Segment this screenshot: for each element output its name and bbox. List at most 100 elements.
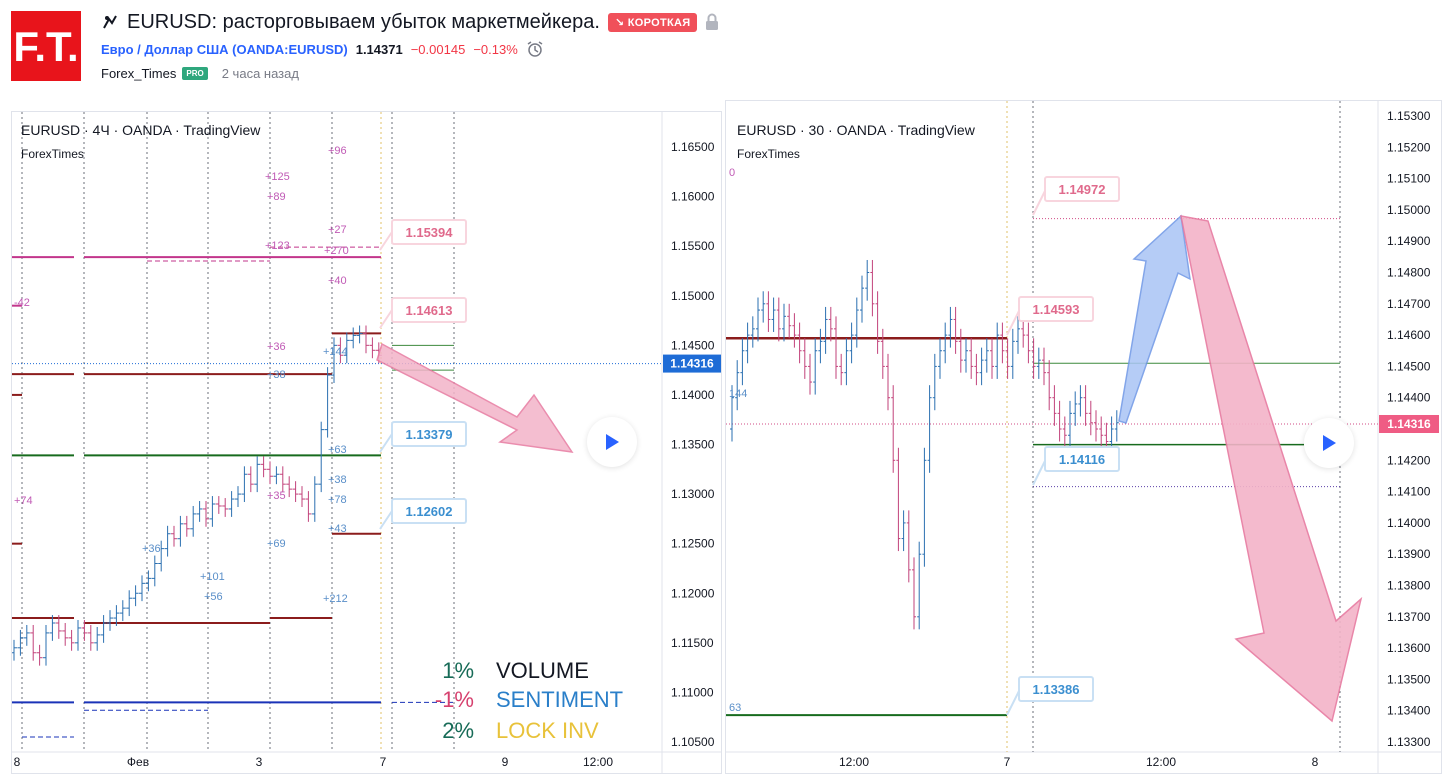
left-x-tick: 8 <box>14 755 21 769</box>
right-y-tick: 1.14000 <box>1387 516 1431 530</box>
legend-lock-inv-label: LOCK INV <box>496 718 599 743</box>
right-y-tick: 1.13400 <box>1387 704 1431 718</box>
level-label: +101 <box>200 571 225 583</box>
level-label: +36 <box>267 341 286 353</box>
legend-volume-label: VOLUME <box>496 658 589 683</box>
left-y-tick: 1.14000 <box>671 388 715 402</box>
price-callout-text: 1.13386 <box>1033 682 1080 697</box>
level-label: +125 <box>265 171 290 183</box>
level-label: +270 <box>324 245 349 257</box>
level-label: +123 <box>265 240 290 252</box>
idea-type-icon <box>101 13 119 31</box>
published-time: 2 часа назад <box>221 65 299 81</box>
left-y-tick: 1.14500 <box>671 338 715 352</box>
price-change-percent: −0.13% <box>473 41 518 57</box>
price-callout <box>1006 676 1094 716</box>
level-label: +63 <box>328 444 347 456</box>
right-y-tick: 1.13300 <box>1387 735 1431 749</box>
forecast-arrow-down <box>1180 215 1363 723</box>
right-y-tick: 1.14100 <box>1387 485 1431 499</box>
right-y-tick: 1.13700 <box>1387 610 1431 624</box>
left-chart-canvas[interactable]: 1.16500 1.16000 1.15500 1.15000 1.14500 1.140… <box>12 112 722 774</box>
alarm-clock-icon[interactable] <box>526 40 544 58</box>
right-y-tick: 1.15200 <box>1387 140 1431 154</box>
left-y-tick: 1.12000 <box>671 586 715 600</box>
price-callout-text: 1.12602 <box>406 504 453 519</box>
right-chart-canvas[interactable]: 1.15300 1.15200 1.15100 1.15000 1.14900 1.148… <box>726 101 1442 774</box>
right-y-tick: 1.15300 <box>1387 109 1431 123</box>
legend-sentiment: -1% SENTIMENT <box>412 687 623 713</box>
left-x-tick: 12:00 <box>583 755 613 769</box>
right-x-tick: 12:00 <box>839 755 869 769</box>
level-label: +38 <box>267 369 286 381</box>
left-y-tick: 1.15500 <box>671 239 715 253</box>
right-y-tick: 1.13900 <box>1387 547 1431 561</box>
right-y-tick: 1.13800 <box>1387 579 1431 593</box>
level-label: +56 <box>204 591 223 603</box>
price-callout-text: 1.14972 <box>1059 182 1106 197</box>
level-label: 0 <box>729 167 735 179</box>
price-callout <box>1006 296 1094 336</box>
right-x-tick: 8 <box>1312 755 1319 769</box>
price-callout-text: 1.14116 <box>1059 452 1105 467</box>
price-callout <box>1032 176 1120 216</box>
level-label: +89 <box>267 191 286 203</box>
right-y-tick: 1.14200 <box>1387 453 1431 467</box>
right-chart-pane[interactable]: 1.15300 1.15200 1.15100 1.15000 1.14900 1.148… <box>725 100 1442 774</box>
level-label: +40 <box>328 275 347 287</box>
legend-volume: 1% VOLUME <box>412 658 589 684</box>
left-y-tick: 1.15000 <box>671 289 715 303</box>
legend-lock-inv-pct: 2% <box>442 718 474 743</box>
level-label: +43 <box>328 523 347 535</box>
left-chart-pane[interactable]: 1.16500 1.16000 1.15500 1.15000 1.14500 1.140… <box>11 111 722 774</box>
symbol-link[interactable]: Евро / Доллар США (OANDA:EURUSD) <box>101 41 348 57</box>
right-x-tick: 12:00 <box>1146 755 1176 769</box>
current-price-tag <box>1379 414 1439 433</box>
left-y-tick: 1.13500 <box>671 438 715 452</box>
svg-text:F.T.: F.T. <box>13 23 78 70</box>
idea-title-row: EURUSD: расторговываем убыток маркетмейк… <box>101 10 719 34</box>
left-x-tick: 9 <box>502 755 509 769</box>
level-label: +78 <box>328 494 347 506</box>
right-play-button[interactable] <box>1304 418 1354 468</box>
current-price-tag <box>663 354 721 373</box>
right-y-tick: 1.14700 <box>1387 297 1431 311</box>
price-callout <box>379 421 467 453</box>
left-play-button[interactable] <box>587 417 637 467</box>
pro-badge: PRO <box>182 66 208 80</box>
price-change: −0.00145 <box>410 41 466 57</box>
right-x-tick: 7 <box>1004 755 1011 769</box>
price-callout-text: 1.15394 <box>406 225 454 240</box>
left-y-tick: 1.12500 <box>671 537 715 551</box>
left-y-tick: 1.16000 <box>671 190 715 204</box>
left-x-tick: 3 <box>256 755 263 769</box>
left-y-tick: 1.11500 <box>671 636 714 650</box>
level-label: 63 <box>729 702 741 714</box>
forex-times-logo[interactable]: F.T. <box>11 11 81 81</box>
right-chart-title: EURUSD · 30 · OANDA · TradingView <box>737 122 975 138</box>
ft-logo-mark: F.T. <box>13 23 78 70</box>
legend-sentiment-pct: -1% <box>434 687 474 712</box>
author-row: Forex_Times PRO 2 часа назад <box>101 64 299 82</box>
last-price: 1.14371 <box>355 41 403 57</box>
price-callout <box>379 498 467 530</box>
right-y-tick: 1.14600 <box>1387 328 1431 342</box>
level-label: +35 <box>267 490 286 502</box>
short-direction-badge: ↘ КОРОТКАЯ <box>607 12 698 32</box>
play-icon <box>1323 435 1336 451</box>
right-y-tick: 1.13600 <box>1387 641 1431 655</box>
right-y-tick: 1.14500 <box>1387 359 1431 373</box>
right-y-tick: 1.14900 <box>1387 234 1431 248</box>
current-price-tag-text: 1.14316 <box>1387 417 1431 431</box>
level-label: +144 <box>323 346 348 358</box>
right-y-tick: 1.14400 <box>1387 391 1431 405</box>
level-label: -42 <box>14 297 30 309</box>
price-callout-text: 1.14613 <box>406 303 453 318</box>
symbol-row: Евро / Доллар США (OANDA:EURUSD) 1.14371… <box>101 40 544 58</box>
right-y-tick: 1.13500 <box>1387 672 1431 686</box>
legend-sentiment-label: SENTIMENT <box>496 687 624 712</box>
left-y-tick: 1.10500 <box>671 735 715 749</box>
author-name[interactable]: Forex_Times <box>101 65 177 81</box>
price-callout-text: 1.14593 <box>1033 302 1080 317</box>
level-label: 144 <box>729 388 747 400</box>
